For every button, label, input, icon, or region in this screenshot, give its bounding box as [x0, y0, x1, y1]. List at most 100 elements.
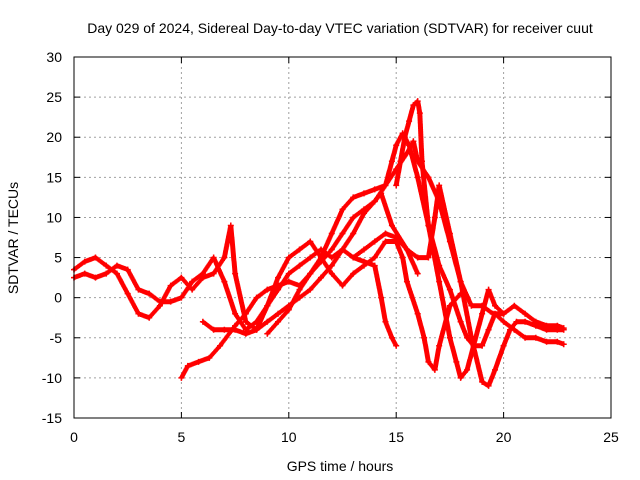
data-point	[275, 310, 282, 317]
data-point	[457, 374, 464, 381]
data-point	[285, 306, 292, 313]
y-axis-label: SDTVAR / TECUs	[5, 182, 21, 294]
data-point	[485, 326, 492, 333]
data-point	[92, 254, 99, 261]
data-point	[382, 182, 389, 189]
y-tick-label: 10	[46, 209, 62, 225]
data-point	[328, 262, 335, 269]
data-point	[328, 246, 335, 253]
data-point	[199, 270, 206, 277]
data-point	[217, 342, 224, 349]
data-point	[500, 318, 507, 325]
y-tick-label: 5	[54, 250, 62, 266]
data-point	[414, 174, 421, 181]
data-point	[253, 294, 260, 301]
data-point	[485, 382, 492, 389]
data-point	[446, 230, 453, 237]
data-point	[232, 310, 239, 317]
data-point	[264, 330, 271, 337]
data-point	[554, 326, 561, 333]
data-point	[221, 278, 228, 285]
data-point	[81, 270, 88, 277]
data-point	[296, 262, 303, 269]
data-point	[328, 230, 335, 237]
data-point	[485, 286, 492, 293]
data-point	[242, 330, 249, 337]
data-point	[206, 354, 213, 361]
series-track-7	[393, 98, 507, 381]
data-point	[360, 246, 367, 253]
data-point	[124, 266, 131, 273]
data-point	[339, 282, 346, 289]
data-point	[371, 198, 378, 205]
y-tick-label: -5	[50, 330, 63, 346]
data-point	[307, 238, 314, 245]
data-point	[232, 326, 239, 333]
data-point	[371, 254, 378, 261]
series-markers	[264, 182, 567, 389]
data-point	[360, 258, 367, 265]
data-point	[425, 174, 432, 181]
data-point	[479, 342, 486, 349]
data-point	[339, 246, 346, 253]
tick-layer: 0 5 10 15 20 25 -15 -10 -5 0 5 10 15 20 25 30	[42, 49, 619, 445]
data-point	[410, 102, 417, 109]
plot-frame	[73, 56, 612, 419]
data-point	[436, 182, 443, 189]
data-point	[414, 270, 421, 277]
data-point	[388, 158, 395, 165]
data-point	[507, 326, 514, 333]
data-point	[479, 378, 486, 385]
data-point	[382, 318, 389, 325]
data-point	[210, 326, 217, 333]
data-point	[328, 254, 335, 261]
data-point	[178, 274, 185, 281]
data-point	[492, 366, 499, 373]
data-point	[296, 246, 303, 253]
data-point	[210, 254, 217, 261]
data-point	[350, 214, 357, 221]
data-point	[431, 214, 438, 221]
data-point	[399, 254, 406, 261]
data-point	[436, 342, 443, 349]
data-point	[285, 254, 292, 261]
data-point	[135, 286, 142, 293]
data-point	[425, 358, 432, 365]
data-point	[470, 342, 477, 349]
data-point	[418, 158, 425, 165]
data-point	[393, 142, 400, 149]
data-point	[178, 294, 185, 301]
data-point	[318, 258, 325, 265]
data-point	[382, 230, 389, 237]
data-point	[371, 238, 378, 245]
data-point	[554, 338, 561, 345]
data-point	[401, 134, 408, 141]
data-point	[103, 270, 110, 277]
data-point	[103, 262, 110, 269]
data-point	[446, 334, 453, 341]
data-point	[232, 270, 239, 277]
x-tick-label: 0	[70, 429, 78, 445]
data-point	[146, 314, 153, 321]
x-tick-label: 15	[388, 429, 404, 445]
data-point	[221, 254, 228, 261]
data-point	[360, 190, 367, 197]
data-point	[492, 310, 499, 317]
data-point	[189, 286, 196, 293]
y-tick-label: 25	[46, 89, 62, 105]
y-tick-label: 20	[46, 129, 62, 145]
x-tick-label: 10	[281, 429, 297, 445]
data-point	[425, 254, 432, 261]
series-track-6	[350, 254, 400, 349]
data-point	[339, 206, 346, 213]
data-point	[436, 278, 443, 285]
data-point	[184, 362, 191, 369]
data-point	[350, 270, 357, 277]
series-track-5	[264, 182, 567, 389]
data-point	[189, 278, 196, 285]
data-point	[446, 286, 453, 293]
data-layer	[71, 98, 567, 389]
data-point	[393, 342, 400, 349]
data-point	[253, 318, 260, 325]
